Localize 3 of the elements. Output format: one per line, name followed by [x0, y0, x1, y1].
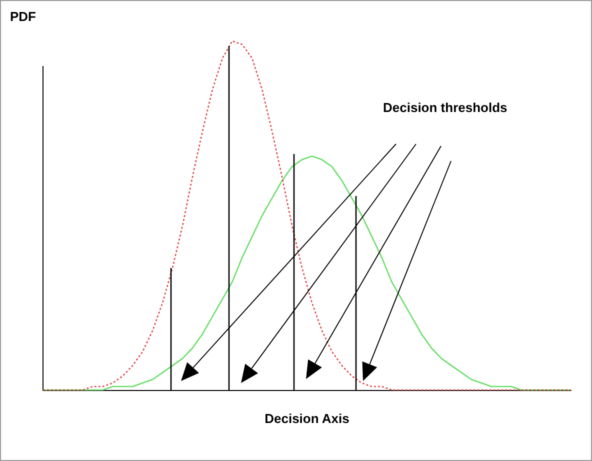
- x-axis-title: Decision Axis: [264, 411, 350, 426]
- annotation: Decision thresholds: [383, 100, 508, 115]
- y-axis-title: PDF: [10, 9, 36, 24]
